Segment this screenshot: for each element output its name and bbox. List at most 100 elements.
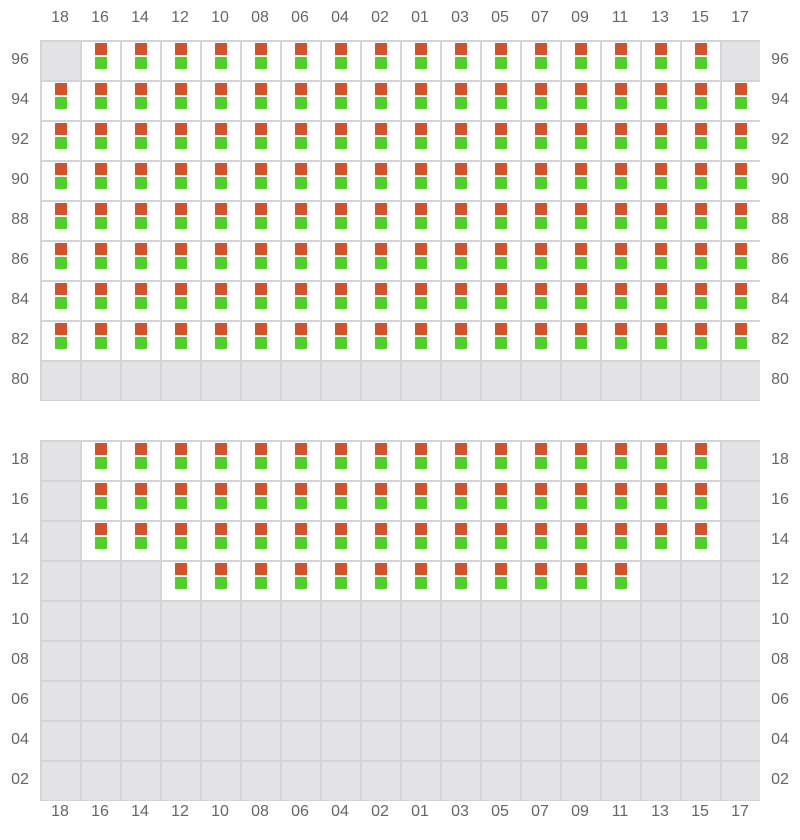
slot-cell-active[interactable] xyxy=(162,522,200,560)
slot-cell-active[interactable] xyxy=(82,202,120,240)
slot-cell-active[interactable] xyxy=(482,42,520,80)
slot-cell-active[interactable] xyxy=(482,562,520,600)
slot-cell-active[interactable] xyxy=(202,522,240,560)
slot-cell-active[interactable] xyxy=(562,162,600,200)
slot-cell-active[interactable] xyxy=(682,82,720,120)
slot-cell-active[interactable] xyxy=(722,242,760,280)
slot-cell-active[interactable] xyxy=(442,562,480,600)
slot-cell-active[interactable] xyxy=(322,202,360,240)
slot-cell-active[interactable] xyxy=(562,202,600,240)
slot-cell-active[interactable] xyxy=(722,122,760,160)
slot-cell-active[interactable] xyxy=(122,122,160,160)
slot-cell-active[interactable] xyxy=(562,442,600,480)
slot-cell-active[interactable] xyxy=(82,282,120,320)
slot-cell-active[interactable] xyxy=(242,482,280,520)
slot-cell-active[interactable] xyxy=(402,162,440,200)
slot-cell-active[interactable] xyxy=(322,162,360,200)
slot-cell-active[interactable] xyxy=(202,282,240,320)
slot-cell-active[interactable] xyxy=(242,82,280,120)
slot-cell-active[interactable] xyxy=(482,442,520,480)
slot-cell-active[interactable] xyxy=(602,82,640,120)
slot-cell-active[interactable] xyxy=(522,82,560,120)
slot-cell-active[interactable] xyxy=(42,162,80,200)
slot-cell-active[interactable] xyxy=(522,322,560,360)
slot-cell-active[interactable] xyxy=(522,202,560,240)
slot-cell-active[interactable] xyxy=(362,42,400,80)
slot-cell-active[interactable] xyxy=(482,122,520,160)
slot-cell-active[interactable] xyxy=(42,322,80,360)
slot-cell-active[interactable] xyxy=(42,202,80,240)
slot-cell-active[interactable] xyxy=(682,242,720,280)
slot-cell-active[interactable] xyxy=(242,162,280,200)
slot-cell-active[interactable] xyxy=(562,282,600,320)
slot-cell-active[interactable] xyxy=(122,42,160,80)
slot-cell-active[interactable] xyxy=(82,42,120,80)
slot-cell-active[interactable] xyxy=(322,442,360,480)
slot-cell-active[interactable] xyxy=(442,202,480,240)
slot-cell-active[interactable] xyxy=(722,82,760,120)
slot-cell-active[interactable] xyxy=(522,522,560,560)
slot-cell-active[interactable] xyxy=(522,122,560,160)
slot-cell-active[interactable] xyxy=(442,242,480,280)
slot-cell-active[interactable] xyxy=(562,122,600,160)
slot-cell-active[interactable] xyxy=(562,42,600,80)
slot-cell-active[interactable] xyxy=(122,442,160,480)
slot-cell-active[interactable] xyxy=(282,42,320,80)
slot-cell-active[interactable] xyxy=(202,82,240,120)
slot-cell-active[interactable] xyxy=(482,482,520,520)
slot-cell-active[interactable] xyxy=(602,42,640,80)
slot-cell-active[interactable] xyxy=(162,282,200,320)
slot-cell-active[interactable] xyxy=(322,562,360,600)
slot-cell-active[interactable] xyxy=(442,442,480,480)
slot-cell-active[interactable] xyxy=(602,282,640,320)
slot-cell-active[interactable] xyxy=(362,482,400,520)
slot-cell-active[interactable] xyxy=(482,162,520,200)
slot-cell-active[interactable] xyxy=(642,82,680,120)
slot-cell-active[interactable] xyxy=(82,482,120,520)
slot-cell-active[interactable] xyxy=(42,82,80,120)
slot-cell-active[interactable] xyxy=(322,42,360,80)
slot-cell-active[interactable] xyxy=(162,122,200,160)
slot-cell-active[interactable] xyxy=(642,322,680,360)
slot-cell-active[interactable] xyxy=(442,42,480,80)
slot-cell-active[interactable] xyxy=(562,562,600,600)
slot-cell-active[interactable] xyxy=(162,202,200,240)
slot-cell-active[interactable] xyxy=(402,42,440,80)
slot-cell-active[interactable] xyxy=(202,242,240,280)
slot-cell-active[interactable] xyxy=(682,442,720,480)
slot-cell-active[interactable] xyxy=(602,482,640,520)
slot-cell-active[interactable] xyxy=(362,562,400,600)
slot-cell-active[interactable] xyxy=(522,242,560,280)
slot-cell-active[interactable] xyxy=(42,242,80,280)
slot-cell-active[interactable] xyxy=(122,242,160,280)
slot-cell-active[interactable] xyxy=(402,482,440,520)
slot-cell-active[interactable] xyxy=(82,322,120,360)
slot-cell-active[interactable] xyxy=(402,522,440,560)
slot-cell-active[interactable] xyxy=(402,322,440,360)
slot-cell-active[interactable] xyxy=(402,242,440,280)
slot-cell-active[interactable] xyxy=(682,162,720,200)
slot-cell-active[interactable] xyxy=(42,122,80,160)
slot-cell-active[interactable] xyxy=(442,282,480,320)
slot-cell-active[interactable] xyxy=(522,482,560,520)
slot-cell-active[interactable] xyxy=(122,482,160,520)
slot-cell-active[interactable] xyxy=(82,442,120,480)
slot-cell-active[interactable] xyxy=(162,442,200,480)
slot-cell-active[interactable] xyxy=(122,522,160,560)
slot-cell-active[interactable] xyxy=(282,282,320,320)
slot-cell-active[interactable] xyxy=(442,162,480,200)
slot-cell-active[interactable] xyxy=(202,122,240,160)
slot-cell-active[interactable] xyxy=(202,202,240,240)
slot-cell-active[interactable] xyxy=(642,282,680,320)
slot-cell-active[interactable] xyxy=(482,82,520,120)
slot-cell-active[interactable] xyxy=(682,42,720,80)
slot-cell-active[interactable] xyxy=(122,162,160,200)
slot-cell-active[interactable] xyxy=(642,202,680,240)
slot-cell-active[interactable] xyxy=(362,522,400,560)
slot-cell-active[interactable] xyxy=(642,442,680,480)
slot-cell-active[interactable] xyxy=(282,522,320,560)
slot-cell-active[interactable] xyxy=(82,82,120,120)
slot-cell-active[interactable] xyxy=(202,482,240,520)
slot-cell-active[interactable] xyxy=(82,242,120,280)
slot-cell-active[interactable] xyxy=(242,42,280,80)
